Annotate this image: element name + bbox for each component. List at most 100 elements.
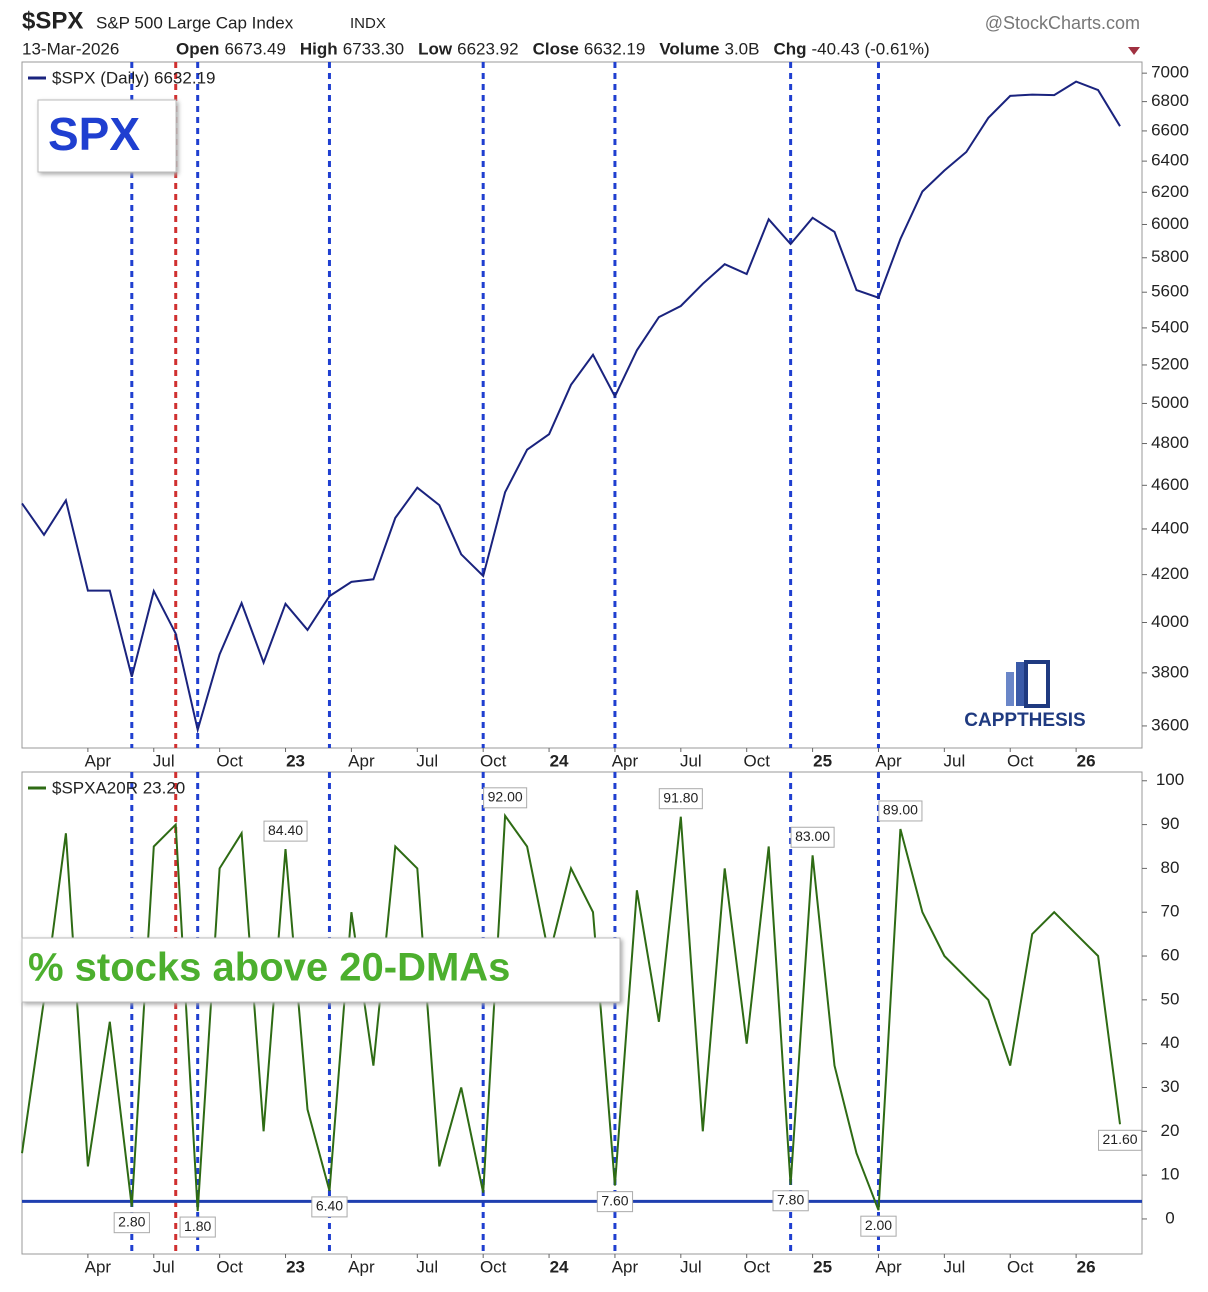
stat-value: 6733.30 [343, 39, 404, 58]
x-tick-label: Apr [612, 1257, 639, 1276]
stat-label: Close [533, 39, 579, 58]
panel-label: SPX [48, 108, 140, 160]
x-tick-label: Oct [743, 1257, 770, 1276]
y-tick-label: 60 [1161, 946, 1180, 965]
y-tick-label: 3800 [1151, 662, 1189, 681]
y-tick-label: 70 [1161, 902, 1180, 921]
x-tick-label: Oct [1007, 751, 1034, 770]
stat-value: 6623.92 [457, 39, 518, 58]
annotation-label: 21.60 [1103, 1131, 1138, 1147]
annotation-box [790, 826, 835, 848]
x-tick-label: 26 [1077, 751, 1096, 770]
y-tick-label: 4000 [1151, 612, 1189, 631]
annotation-label: 6.40 [316, 1198, 343, 1214]
stat-label: Chg [773, 39, 806, 58]
annotation-box [179, 1216, 216, 1238]
x-tick-label: Apr [348, 751, 375, 770]
label-box [37, 99, 177, 173]
y-tick-label: 3600 [1151, 715, 1189, 734]
x-tick-label: Jul [680, 751, 702, 770]
y-tick-label: 5000 [1151, 393, 1189, 412]
exchange: INDX [350, 15, 386, 32]
annotation-label: 2.80 [118, 1213, 145, 1229]
x-tick-label: Apr [85, 1257, 112, 1276]
x-tick-label: Jul [416, 1257, 438, 1276]
x-tick-label: Apr [348, 1257, 375, 1276]
y-tick-label: 7000 [1151, 63, 1189, 82]
y-tick-label: 10 [1161, 1165, 1180, 1184]
legend-label: $SPX (Daily) 6632.19 [52, 68, 215, 87]
annotation-label: 92.00 [488, 789, 523, 805]
x-tick-label: 23 [286, 751, 305, 770]
y-tick-label: 4200 [1151, 564, 1189, 583]
x-tick-label: Oct [216, 1257, 243, 1276]
stat-label: Open [176, 39, 219, 58]
y-tick-label: 6800 [1151, 91, 1189, 110]
y-tick-label: 5800 [1151, 247, 1189, 266]
annotation-label: 83.00 [795, 828, 830, 844]
stat-value: -40.43 (-0.61%) [812, 39, 930, 58]
y-tick-label: 30 [1161, 1077, 1180, 1096]
stat-value: 6632.19 [584, 39, 645, 58]
source: @StockCharts.com [985, 13, 1140, 33]
panel-label: % stocks above 20-DMAs [28, 946, 510, 990]
date: 13-Mar-2026 [22, 39, 119, 58]
y-tick-label: 4600 [1151, 475, 1189, 494]
x-tick-label: Oct [743, 751, 770, 770]
annotation-box [263, 820, 308, 842]
y-tick-label: 5200 [1151, 354, 1189, 373]
annotation-box [860, 1215, 897, 1237]
x-tick-label: 24 [550, 751, 569, 770]
x-tick-label: Apr [875, 1257, 902, 1276]
annotation-box [483, 787, 528, 809]
y-tick-label: 40 [1161, 1033, 1180, 1052]
logo-bar [1006, 672, 1014, 706]
y-tick-label: 6200 [1151, 182, 1189, 201]
symbol: $SPX [22, 7, 83, 34]
x-tick-label: Jul [943, 1257, 965, 1276]
annotation-label: 84.40 [268, 822, 303, 838]
y-tick-label: 5600 [1151, 282, 1189, 301]
x-tick-label: Jul [416, 751, 438, 770]
stat-value: 3.0B [724, 39, 759, 58]
x-tick-label: Apr [612, 751, 639, 770]
down-arrow [1128, 47, 1140, 55]
annotation-box [772, 1190, 809, 1212]
x-tick-label: 25 [813, 1257, 832, 1276]
annotation-box [596, 1191, 634, 1213]
series-line [21, 80, 1121, 734]
y-tick-label: 80 [1161, 858, 1180, 877]
plot-area [21, 771, 1143, 1255]
x-tick-label: Jul [153, 751, 175, 770]
x-tick-label: 24 [550, 1257, 569, 1276]
y-tick-label: 4400 [1151, 518, 1189, 537]
logo-text: CAPPTHESIS [964, 710, 1085, 731]
x-tick-label: Jul [943, 751, 965, 770]
x-tick-label: Jul [153, 1257, 175, 1276]
stat-value: 6673.49 [224, 39, 285, 58]
y-tick-label: 0 [1165, 1208, 1174, 1227]
annotation-box [878, 800, 923, 822]
annotation-box [113, 1212, 150, 1234]
y-tick-label: 5400 [1151, 317, 1189, 336]
x-tick-label: Oct [1007, 1257, 1034, 1276]
legend-label: $SPXA20R 23.20 [52, 778, 185, 797]
y-tick-label: 100 [1156, 770, 1184, 789]
logo-box [1024, 660, 1050, 708]
x-tick-label: Jul [680, 1257, 702, 1276]
annotation-label: 89.00 [883, 802, 918, 818]
annotation-box [658, 788, 703, 810]
plot-area [21, 61, 1143, 749]
x-tick-label: Apr [875, 751, 902, 770]
y-tick-label: 6400 [1151, 151, 1189, 170]
annotation-label: 1.80 [184, 1218, 211, 1234]
stat-label: High [300, 39, 338, 58]
x-tick-label: 25 [813, 751, 832, 770]
y-tick-label: 20 [1161, 1121, 1180, 1140]
series-line [21, 812, 1121, 1212]
y-tick-label: 50 [1161, 989, 1180, 1008]
x-tick-label: 23 [286, 1257, 305, 1276]
y-tick-label: 90 [1161, 814, 1180, 833]
